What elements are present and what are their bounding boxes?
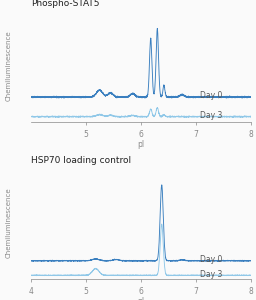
Text: Phospho-STAT5: Phospho-STAT5 xyxy=(31,0,99,8)
Text: Day 0: Day 0 xyxy=(200,91,223,100)
X-axis label: pI: pI xyxy=(137,140,144,149)
Text: HSP70 loading control: HSP70 loading control xyxy=(31,156,131,165)
X-axis label: pI: pI xyxy=(137,297,144,300)
Text: Day 0: Day 0 xyxy=(200,255,223,264)
Text: Chemiluminescence: Chemiluminescence xyxy=(6,30,12,101)
Text: Day 3: Day 3 xyxy=(200,110,223,119)
Text: Chemiluminescence: Chemiluminescence xyxy=(6,187,12,258)
Text: Day 3: Day 3 xyxy=(200,270,223,279)
